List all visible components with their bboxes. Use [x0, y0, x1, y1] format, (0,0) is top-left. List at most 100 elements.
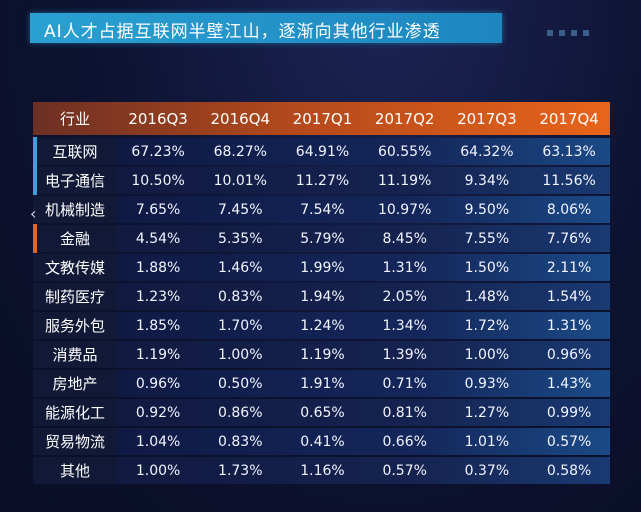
table-row: 机械制造 7.65% 7.45% 7.54% 10.97% 9.50% 8.06%: [33, 195, 610, 224]
row-accent-bar: [33, 137, 37, 195]
table-cell: 1.43%: [546, 375, 592, 392]
row-background: [117, 399, 610, 426]
table-cell: 9.50%: [464, 201, 510, 218]
row-background: [117, 428, 610, 455]
table-row: 电子通信 10.50% 10.01% 11.27% 11.19% 9.34% 11.56%: [33, 166, 610, 195]
table-cell: 10.97%: [377, 201, 432, 218]
table-cell: 0.57%: [382, 462, 427, 479]
table-cell: 0.50%: [218, 375, 263, 392]
header-col-2017q1: 2017Q1: [292, 109, 353, 128]
row-accent-bar: [33, 224, 37, 253]
table-cell: 0.57%: [546, 433, 592, 450]
table-row: 服务外包 1.85% 1.70% 1.24% 1.34% 1.72% 1.31%: [33, 311, 610, 340]
table-cell: 8.06%: [546, 201, 592, 218]
row-background: [117, 167, 610, 194]
table-cell: 1.39%: [382, 346, 427, 363]
chevron-left-icon[interactable]: ‹: [30, 204, 37, 223]
header-col-2017q2: 2017Q2: [374, 109, 435, 128]
table-cell: 10.50%: [131, 172, 185, 189]
table-cell: 64.91%: [295, 143, 350, 160]
dot-decoration: [571, 30, 577, 36]
table-cell: 0.83%: [218, 433, 263, 450]
table-cell: 10.01%: [213, 172, 267, 189]
table-row: 房地产 0.96% 0.50% 1.91% 0.71% 0.93% 1.43%: [33, 369, 610, 398]
table-cell: 1.50%: [464, 259, 510, 276]
dot-decoration: [547, 30, 553, 36]
table-cell: 4.54%: [135, 230, 181, 247]
header-col-2016q4: 2016Q4: [210, 109, 271, 128]
row-label-background: [33, 457, 117, 484]
row-background: [117, 138, 610, 165]
row-label-background: [33, 196, 117, 223]
row-label-background: [33, 399, 117, 426]
row-background: [117, 283, 610, 310]
table-cell: 0.41%: [300, 433, 345, 450]
table-cell: 1.04%: [135, 433, 181, 450]
table-cell: 5.79%: [300, 230, 345, 247]
table-cell: 1.46%: [218, 259, 263, 276]
row-label: 贸易物流: [44, 433, 105, 451]
row-label: 电子通信: [44, 172, 105, 190]
table-cell: 9.34%: [464, 172, 510, 189]
row-background: [117, 341, 610, 368]
table-cell: 0.99%: [546, 404, 592, 421]
row-background: [117, 225, 610, 252]
table-cell: 1.48%: [464, 288, 510, 305]
row-label-background: [33, 312, 117, 339]
row-label: 文教传媒: [44, 259, 105, 277]
table-cell: 1.91%: [300, 375, 345, 392]
table-cell: 0.37%: [464, 462, 510, 479]
table-cell: 1.19%: [300, 346, 345, 363]
table-cell: 63.13%: [542, 143, 596, 160]
row-label: 消费品: [52, 346, 98, 364]
row-label-background: [33, 341, 117, 368]
row-background: [117, 457, 610, 484]
row-label-background: [33, 283, 117, 310]
row-label: 金融: [59, 230, 90, 248]
table-cell: 7.55%: [464, 230, 510, 247]
row-label-background: [33, 167, 117, 194]
row-background: [117, 370, 610, 397]
table-cell: 11.19%: [377, 172, 432, 189]
table-cell: 1.27%: [464, 404, 510, 421]
row-label: 服务外包: [44, 317, 105, 335]
table-cell: 1.72%: [464, 317, 510, 334]
row-label: 机械制造: [44, 201, 105, 219]
row-background: [117, 312, 610, 339]
table-cell: 1.23%: [135, 288, 181, 305]
row-label: 能源化工: [44, 404, 105, 422]
table-cell: 0.86%: [218, 404, 263, 421]
dot-decoration: [559, 30, 565, 36]
table-cell: 2.05%: [382, 288, 427, 305]
table-cell: 0.58%: [546, 462, 592, 479]
table-cell: 7.65%: [135, 201, 181, 218]
table-cell: 7.76%: [546, 230, 592, 247]
table-cell: 11.27%: [295, 172, 350, 189]
table-cell: 1.34%: [382, 317, 427, 334]
table-row: 其他 1.00% 1.73% 1.16% 0.57% 0.37% 0.58%: [33, 456, 610, 485]
header-col-2017q4: 2017Q4: [539, 109, 599, 128]
table-cell: 8.45%: [382, 230, 427, 247]
table-cell: 7.54%: [300, 201, 345, 218]
table-cell: 1.00%: [218, 346, 263, 363]
table-cell: 1.24%: [300, 317, 345, 334]
table-cell: 64.32%: [460, 143, 514, 160]
table-cell: 0.96%: [135, 375, 181, 392]
table-cell: 1.19%: [135, 346, 181, 363]
row-label: 互联网: [52, 143, 98, 161]
dot-decoration: [583, 30, 589, 36]
table-cell: 60.55%: [377, 143, 432, 160]
table-cell: 1.31%: [382, 259, 427, 276]
header-industry: 行业: [59, 110, 90, 128]
table-cell: 1.31%: [546, 317, 592, 334]
table-cell: 1.54%: [546, 288, 592, 305]
row-label: 房地产: [52, 375, 98, 393]
table-cell: 1.99%: [300, 259, 345, 276]
table-cell: 0.92%: [135, 404, 181, 421]
table-cell: 2.11%: [546, 259, 592, 276]
page-title: AI人才占据互联网半壁江山，逐渐向其他行业渗透: [44, 22, 441, 42]
header-col-2016q3: 2016Q3: [128, 109, 188, 128]
row-label-background: [33, 254, 117, 281]
row-label-background: [33, 225, 117, 252]
table-cell: 0.83%: [218, 288, 263, 305]
